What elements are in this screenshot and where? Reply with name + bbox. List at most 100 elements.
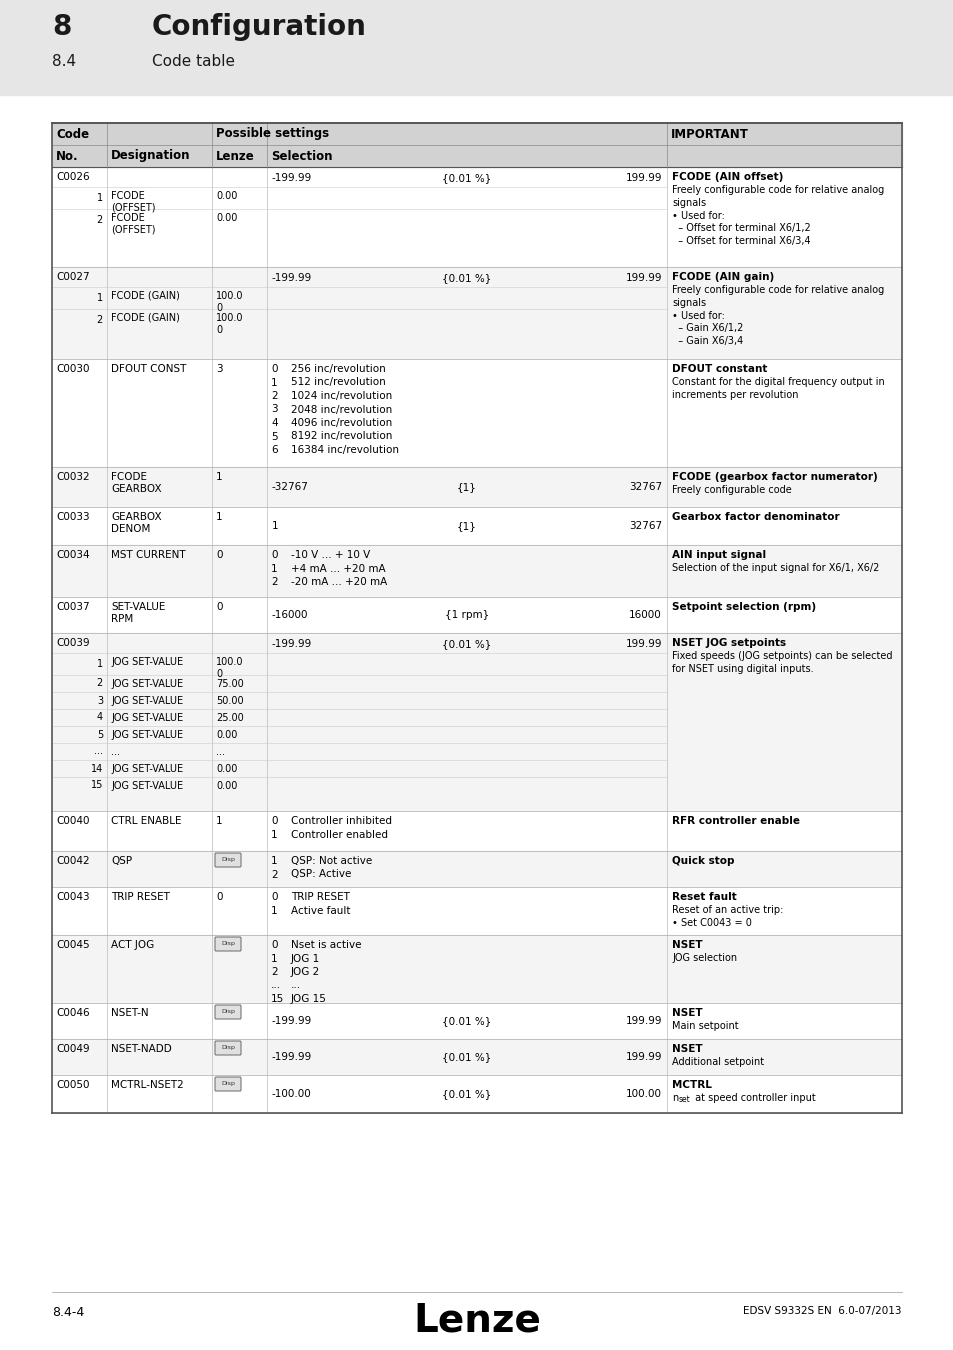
Text: 199.99: 199.99 (625, 173, 661, 184)
Text: C0034: C0034 (56, 549, 90, 560)
Text: {0.01 %}: {0.01 %} (442, 1089, 491, 1099)
Text: C0027: C0027 (56, 271, 90, 282)
Text: SET-VALUE
RPM: SET-VALUE RPM (111, 602, 165, 625)
Text: JOG 1: JOG 1 (291, 953, 320, 964)
Bar (52, 936, 901, 1003)
Text: 100.0
0: 100.0 0 (215, 657, 243, 679)
Text: JOG SET-VALUE: JOG SET-VALUE (111, 657, 183, 667)
Text: Constant for the digital frequency output in
increments per revolution: Constant for the digital frequency outpu… (671, 377, 883, 400)
Text: Fixed speeds (JOG setpoints) can be selected
for NSET using digital inputs.: Fixed speeds (JOG setpoints) can be sele… (671, 651, 892, 674)
Text: Gearbox factor denominator: Gearbox factor denominator (671, 512, 839, 522)
Text: 4: 4 (271, 418, 277, 428)
Text: 4: 4 (97, 713, 103, 722)
Text: C0037: C0037 (56, 602, 90, 612)
Text: 8.4: 8.4 (52, 54, 76, 69)
Text: Designation: Designation (111, 150, 191, 162)
Text: 0: 0 (271, 892, 277, 902)
Text: -100.00: -100.00 (272, 1089, 312, 1099)
Text: Freely configurable code for relative analog
signals
• Used for:
  – Offset for : Freely configurable code for relative an… (671, 185, 883, 246)
Text: {0.01 %}: {0.01 %} (442, 273, 491, 284)
Bar (52, 597, 901, 633)
Bar (52, 267, 901, 359)
Text: FCODE (GAIN): FCODE (GAIN) (111, 292, 180, 301)
Text: 32767: 32767 (628, 521, 661, 531)
Text: MCTRL: MCTRL (671, 1080, 711, 1089)
Text: ...: ... (111, 747, 120, 757)
Text: 0: 0 (271, 549, 277, 560)
Bar (52, 545, 901, 597)
Text: C0050: C0050 (56, 1080, 90, 1089)
Text: 512 inc/revolution: 512 inc/revolution (291, 378, 385, 387)
Text: 5: 5 (271, 432, 277, 441)
Text: 0.00: 0.00 (215, 782, 237, 791)
Text: 0: 0 (215, 549, 222, 560)
Text: 16384 inc/revolution: 16384 inc/revolution (291, 446, 398, 455)
Text: ...: ... (94, 747, 103, 756)
Text: C0042: C0042 (56, 856, 90, 865)
Text: NSET: NSET (671, 1044, 702, 1054)
Text: Disp: Disp (221, 1010, 234, 1014)
Text: NSET JOG setpoints: NSET JOG setpoints (671, 639, 785, 648)
Text: FCODE
GEARBOX: FCODE GEARBOX (111, 472, 161, 494)
Text: 2: 2 (271, 392, 277, 401)
Text: Controller inhibited: Controller inhibited (291, 815, 392, 826)
Text: 75.00: 75.00 (215, 679, 244, 688)
Text: 8192 inc/revolution: 8192 inc/revolution (291, 432, 392, 441)
Text: 0: 0 (271, 815, 277, 826)
Text: MST CURRENT: MST CURRENT (111, 549, 186, 560)
Text: -32767: -32767 (272, 482, 309, 491)
Text: 3: 3 (271, 405, 277, 414)
Text: 2: 2 (96, 315, 103, 325)
FancyBboxPatch shape (214, 1077, 241, 1091)
Text: set: set (679, 1095, 690, 1104)
Text: JOG 15: JOG 15 (291, 994, 327, 1004)
Text: C0045: C0045 (56, 940, 90, 950)
Text: QSP: Active: QSP: Active (291, 869, 351, 879)
Text: 8.4-4: 8.4-4 (52, 1305, 84, 1319)
FancyBboxPatch shape (214, 937, 241, 950)
Text: Quick stop: Quick stop (671, 856, 734, 865)
Text: 1: 1 (215, 512, 222, 522)
Text: 100.00: 100.00 (625, 1089, 661, 1099)
Text: 1: 1 (215, 815, 222, 826)
Text: FCODE
(OFFSET): FCODE (OFFSET) (111, 190, 155, 213)
Text: 1024 inc/revolution: 1024 inc/revolution (291, 392, 392, 401)
Text: 0: 0 (215, 892, 222, 902)
FancyBboxPatch shape (214, 1004, 241, 1019)
Text: {1}: {1} (456, 521, 476, 531)
Text: 0.00: 0.00 (215, 213, 237, 223)
Text: Disp: Disp (221, 1045, 234, 1050)
Text: 2: 2 (96, 215, 103, 225)
Bar (52, 811, 901, 850)
Text: ...: ... (291, 980, 301, 991)
Text: 1: 1 (97, 193, 103, 202)
Text: 0.00: 0.00 (215, 190, 237, 201)
Text: 1: 1 (271, 378, 277, 387)
Text: 0.00: 0.00 (215, 764, 237, 774)
Text: EDSV S9332S EN  6.0-07/2013: EDSV S9332S EN 6.0-07/2013 (742, 1305, 901, 1316)
Text: JOG 2: JOG 2 (291, 967, 320, 977)
Text: Reset fault: Reset fault (671, 892, 736, 902)
Text: JOG SET-VALUE: JOG SET-VALUE (111, 764, 183, 774)
Text: -199.99: -199.99 (272, 1052, 312, 1062)
Text: CTRL ENABLE: CTRL ENABLE (111, 815, 181, 826)
FancyBboxPatch shape (214, 1041, 241, 1054)
Text: 1: 1 (97, 293, 103, 302)
Text: 15: 15 (271, 994, 284, 1004)
Text: Lenze: Lenze (215, 150, 254, 162)
Text: 1: 1 (272, 521, 278, 531)
Text: JOG SET-VALUE: JOG SET-VALUE (111, 697, 183, 706)
Text: C0026: C0026 (56, 171, 90, 182)
Text: Possible settings: Possible settings (215, 127, 329, 140)
Text: Code table: Code table (152, 54, 234, 69)
Text: ...: ... (271, 980, 281, 991)
Text: Configuration: Configuration (152, 14, 367, 40)
Text: {0.01 %}: {0.01 %} (442, 173, 491, 184)
Text: 1: 1 (271, 563, 277, 574)
FancyBboxPatch shape (214, 853, 241, 867)
Text: C0032: C0032 (56, 472, 90, 482)
Text: 199.99: 199.99 (625, 1052, 661, 1062)
Text: 0: 0 (215, 602, 222, 612)
Text: FCODE
(OFFSET): FCODE (OFFSET) (111, 213, 155, 235)
Text: -199.99: -199.99 (272, 639, 312, 649)
